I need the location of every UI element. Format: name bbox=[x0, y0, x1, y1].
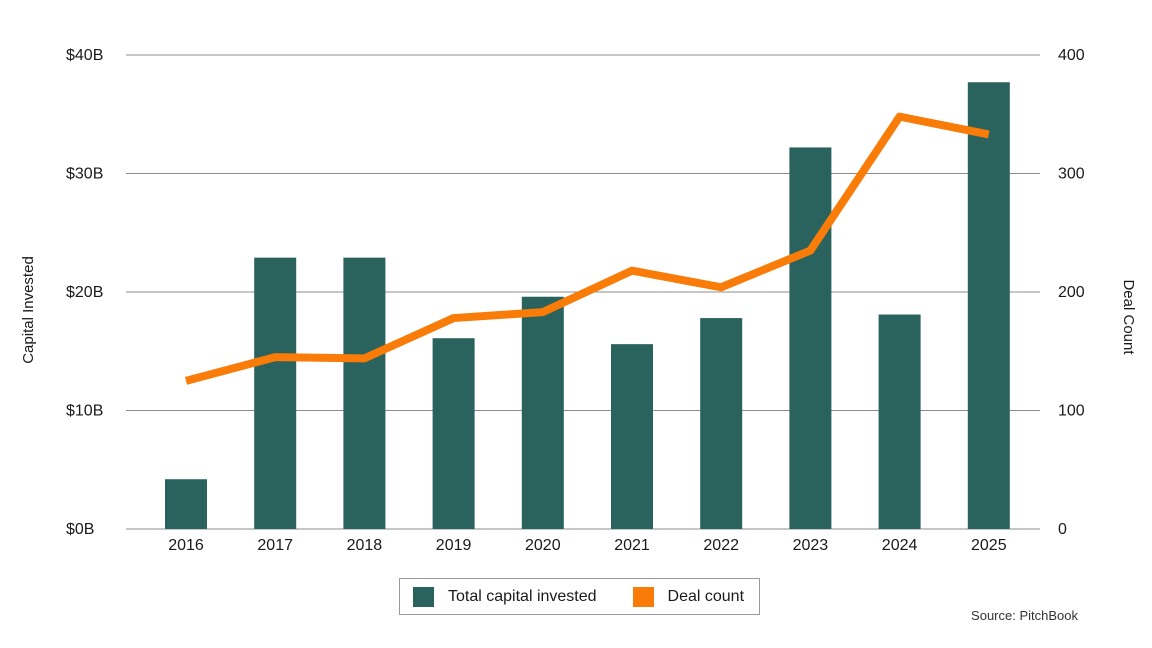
bar-2019 bbox=[432, 338, 475, 529]
left-axis-tick-$40B: $40B bbox=[66, 47, 103, 64]
x-axis-tick-2017: 2017 bbox=[257, 537, 293, 554]
right-axis-tick-300: 300 bbox=[1058, 166, 1085, 183]
bar-2017 bbox=[254, 257, 297, 529]
legend-label-deal-count: Deal count bbox=[667, 587, 745, 605]
x-axis-tick-2024: 2024 bbox=[882, 537, 918, 554]
left-axis-tick-$0B: $0B bbox=[66, 521, 94, 538]
source-note: Source: PitchBook bbox=[971, 608, 1078, 623]
left-axis-tick-$20B: $20B bbox=[66, 284, 103, 301]
legend-swatch-total-capital bbox=[413, 586, 434, 607]
right-axis-tick-100: 100 bbox=[1058, 403, 1085, 420]
right-axis-title: Deal Count bbox=[1120, 279, 1137, 355]
bar-2022 bbox=[700, 318, 743, 529]
bar-2020 bbox=[521, 296, 564, 529]
legend-label-total-capital: Total capital invested bbox=[448, 587, 597, 605]
bar-2016 bbox=[165, 479, 207, 529]
x-axis-tick-2022: 2022 bbox=[703, 537, 739, 554]
x-axis-tick-2018: 2018 bbox=[347, 537, 383, 554]
bar-2024 bbox=[878, 314, 921, 529]
legend-swatch-deal-count bbox=[632, 586, 654, 607]
legend: Total capital invested Deal count bbox=[399, 578, 760, 615]
x-axis-tick-2021: 2021 bbox=[614, 537, 650, 554]
right-axis-tick-0: 0 bbox=[1058, 521, 1067, 538]
bar-2023 bbox=[789, 147, 832, 529]
right-axis-tick-400: 400 bbox=[1058, 47, 1085, 64]
x-axis-tick-2020: 2020 bbox=[525, 537, 561, 554]
right-axis-tick-200: 200 bbox=[1058, 284, 1085, 301]
deal-count-line bbox=[184, 112, 990, 385]
x-axis-tick-2025: 2025 bbox=[971, 537, 1007, 554]
bar-2021 bbox=[611, 344, 653, 529]
bar-2025 bbox=[967, 82, 1010, 529]
left-axis-tick-$10B: $10B bbox=[66, 403, 103, 420]
bar-2018 bbox=[343, 257, 386, 529]
x-axis-tick-2023: 2023 bbox=[793, 537, 829, 554]
left-axis-tick-$30B: $30B bbox=[66, 166, 103, 183]
left-axis-title: Capital Invested bbox=[20, 256, 37, 364]
x-axis-tick-2016: 2016 bbox=[168, 537, 204, 554]
x-axis-tick-2019: 2019 bbox=[436, 537, 472, 554]
